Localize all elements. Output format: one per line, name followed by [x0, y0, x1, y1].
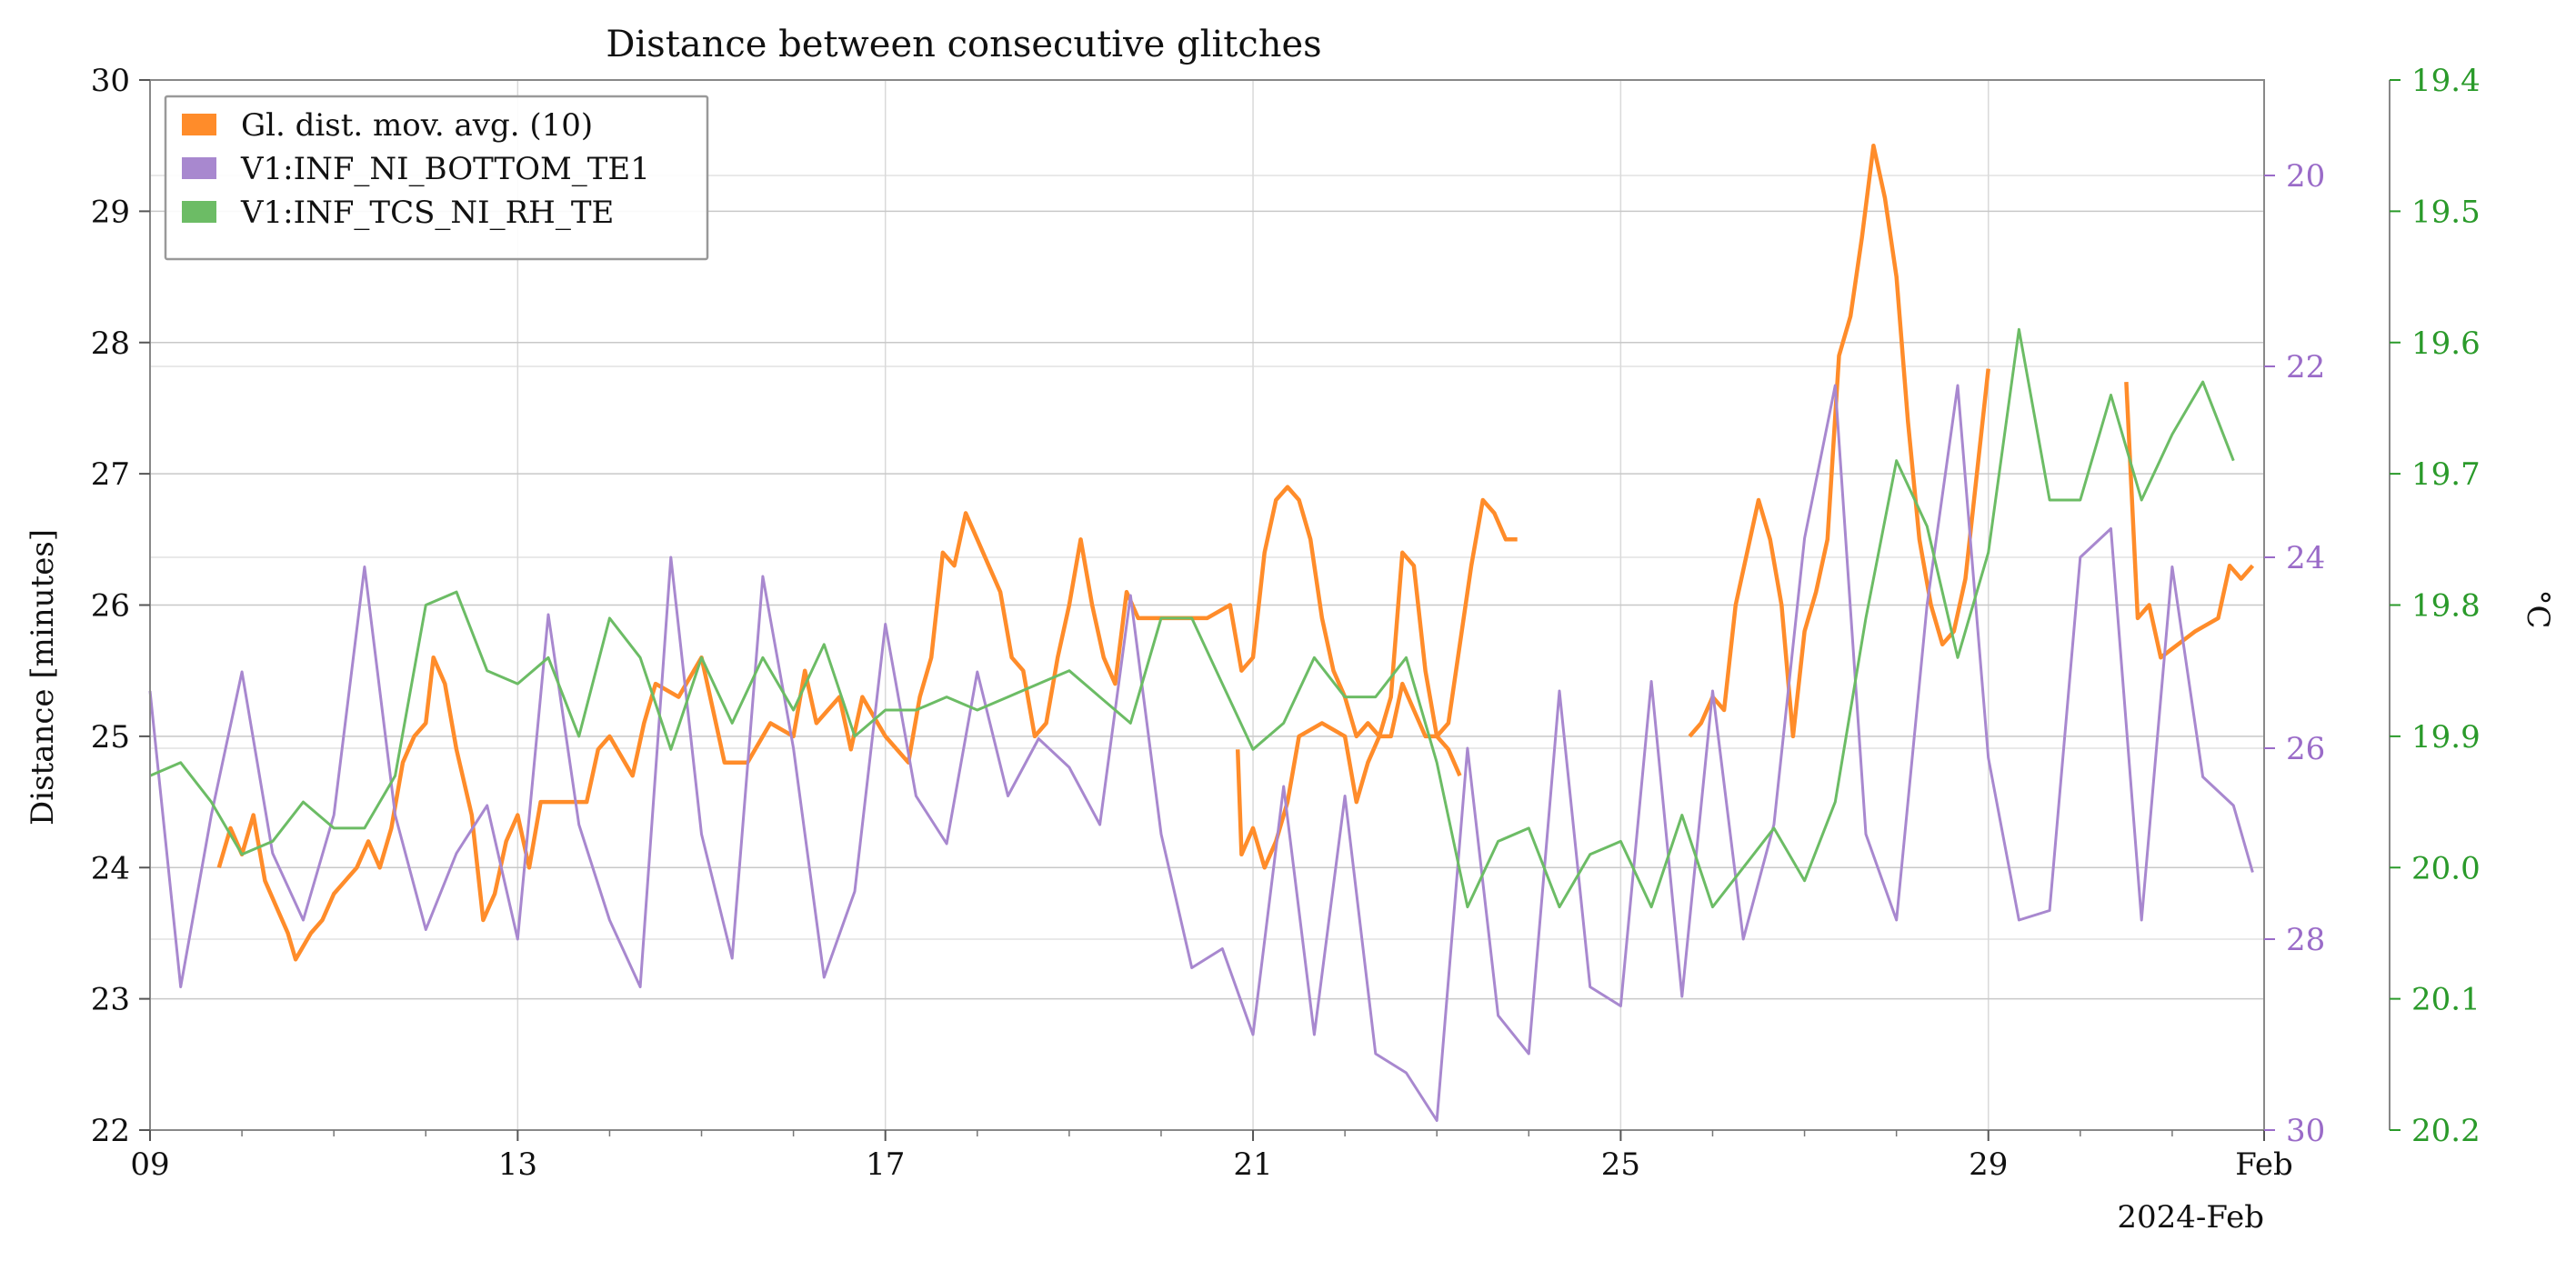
series-line-v1-inf-ni-bottom-te1	[148, 384, 2254, 1122]
green-axis-tick-label: 20.0	[2411, 850, 2481, 886]
series-line-gl-dist-mov-avg-10-	[2124, 381, 2255, 660]
plot-series	[148, 143, 2255, 1122]
series-line-gl-dist-mov-avg-10-	[216, 485, 1518, 962]
green-axis-tick-label: 19.8	[2411, 588, 2481, 625]
x-tick-label: 29	[1969, 1146, 2008, 1183]
green-axis-tick-label: 20.1	[2411, 982, 2481, 1018]
legend-label: V1:INF_NI_BOTTOM_TE1	[240, 151, 650, 187]
legend-box	[164, 95, 709, 261]
x-tick-label: 21	[1233, 1146, 1272, 1183]
chart-title: Distance between consecutive glitches	[606, 24, 1321, 65]
series-line-gl-dist-mov-avg-10-	[1688, 143, 1990, 739]
purple-axis-tick-label: 28	[2286, 922, 2325, 958]
series-line-gl-dist-mov-avg-10-	[1235, 550, 1462, 870]
x-tick-label: 09	[130, 1146, 169, 1183]
green-axis-tick-label: 19.6	[2411, 325, 2481, 362]
legend-swatch	[182, 157, 216, 179]
y-tick-label: 24	[91, 850, 130, 886]
green-axis-tick-label: 19.4	[2411, 63, 2481, 99]
purple-axis-tick-label: 26	[2286, 731, 2325, 767]
green-axis-tick-label: 19.9	[2411, 719, 2481, 756]
x-tick-label: 13	[498, 1146, 537, 1183]
x-tick-label: Feb	[2235, 1146, 2293, 1183]
y-tick-label: 30	[91, 63, 130, 99]
legend-swatch	[182, 114, 216, 135]
legend-label: V1:INF_TCS_NI_RH_TE	[240, 195, 614, 231]
y-tick-label: 23	[91, 982, 130, 1018]
x-tick-label: 17	[866, 1146, 905, 1183]
purple-axis-tick-label: 30	[2286, 1113, 2325, 1149]
green-axis-tick-label: 19.5	[2411, 194, 2481, 230]
right-axis-label: °C	[2520, 589, 2556, 628]
purple-axis-tick-label: 24	[2286, 540, 2325, 576]
legend-label: Gl. dist. mov. avg. (10)	[241, 107, 593, 144]
purple-axis-tick-label: 22	[2286, 349, 2325, 385]
y-tick-label: 28	[91, 325, 130, 362]
green-axis-tick-label: 20.2	[2411, 1113, 2481, 1149]
y-tick-label: 27	[91, 456, 130, 493]
axes: 09 13 17 21 25 29 Feb 22 23 24 25 26 27 28 29 30 20 22 24 2…	[91, 63, 2481, 1183]
y-tick-label: 22	[91, 1113, 130, 1149]
x-tick-label: 25	[1601, 1146, 1640, 1183]
y-tick-label: 25	[91, 719, 130, 756]
y-tick-label: 26	[91, 588, 130, 625]
green-axis-tick-label: 19.7	[2411, 456, 2481, 493]
y-tick-label: 29	[91, 194, 130, 230]
series-line-v1-inf-tcs-ni-rh-te	[149, 327, 2235, 909]
purple-axis-tick-label: 20	[2286, 158, 2325, 195]
y-axis-label: Distance [minutes]	[25, 529, 61, 826]
legend-swatch	[182, 201, 216, 223]
legend: Gl. dist. mov. avg. (10) V1:INF_NI_BOTTOM…	[164, 95, 709, 261]
x-offset-label: 2024-Feb	[2117, 1199, 2264, 1236]
